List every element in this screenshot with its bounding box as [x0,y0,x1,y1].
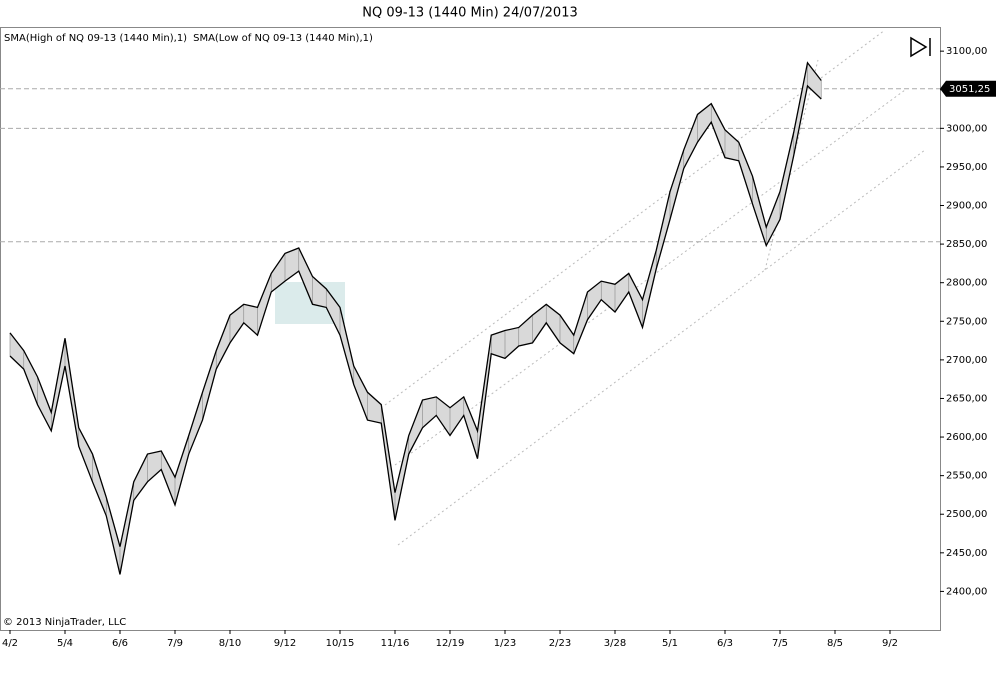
y-tick-label: 3000,00 [946,123,987,134]
x-tick-label: 2/23 [549,638,571,649]
y-tick-label: 2750,00 [946,316,987,327]
series-line [9,61,822,547]
y-tick-label: 2950,00 [946,162,987,173]
x-tick-label: 8/10 [219,638,241,649]
plot-frame [0,27,941,631]
price-marker-label: 3051,25 [949,84,990,95]
x-tick-label: 1/23 [494,638,516,649]
y-tick-label: 2450,00 [946,548,987,559]
legend: SMA(High of NQ 09-13 (1440 Min),1) SMA(Lo… [4,33,373,44]
copyright: © 2013 NinjaTrader, LLC [3,617,126,628]
x-tick-label: 9/2 [882,638,898,649]
x-tick-label: 8/5 [827,638,843,649]
y-tick-label: 2600,00 [946,432,987,443]
chart-title: NQ 09-13 (1440 Min) 24/07/2013 [362,6,577,21]
x-tick-label: 7/5 [772,638,788,649]
x-tick-label: 6/3 [717,638,733,649]
legend-entry: SMA(Low of NQ 09-13 (1440 Min),1) [193,33,373,44]
x-tick-label: 4/2 [2,638,18,649]
legend-entry: SMA(High of NQ 09-13 (1440 Min),1) [4,33,187,44]
price-marker-box [940,80,996,97]
x-tick-label: 5/4 [57,638,73,649]
y-tick-label: 2550,00 [946,471,987,482]
play-triangle[interactable] [910,36,928,58]
x-tick-label: 3/28 [604,638,626,649]
y-tick-label: 2400,00 [946,586,987,597]
y-tick-label: 2650,00 [946,393,987,404]
play-icon[interactable] [910,36,931,58]
y-tick-label: 2850,00 [946,239,987,250]
y-tick-label: 2800,00 [946,278,987,289]
x-tick-label: 11/16 [381,638,410,649]
x-tick-label: 10/15 [326,638,355,649]
trend-line [764,59,819,271]
y-tick-label: 3100,00 [946,46,987,57]
x-tick-label: 7/9 [167,638,183,649]
y-tick-label: 2700,00 [946,355,987,366]
x-tick-label: 6/6 [112,638,128,649]
x-tick-label: 9/12 [274,638,296,649]
x-tick-label: 5/1 [662,638,678,649]
series-line [9,84,822,575]
x-tick-label: 12/19 [436,638,465,649]
y-tick-label: 2900,00 [946,201,987,212]
y-tick-label: 2500,00 [946,509,987,520]
